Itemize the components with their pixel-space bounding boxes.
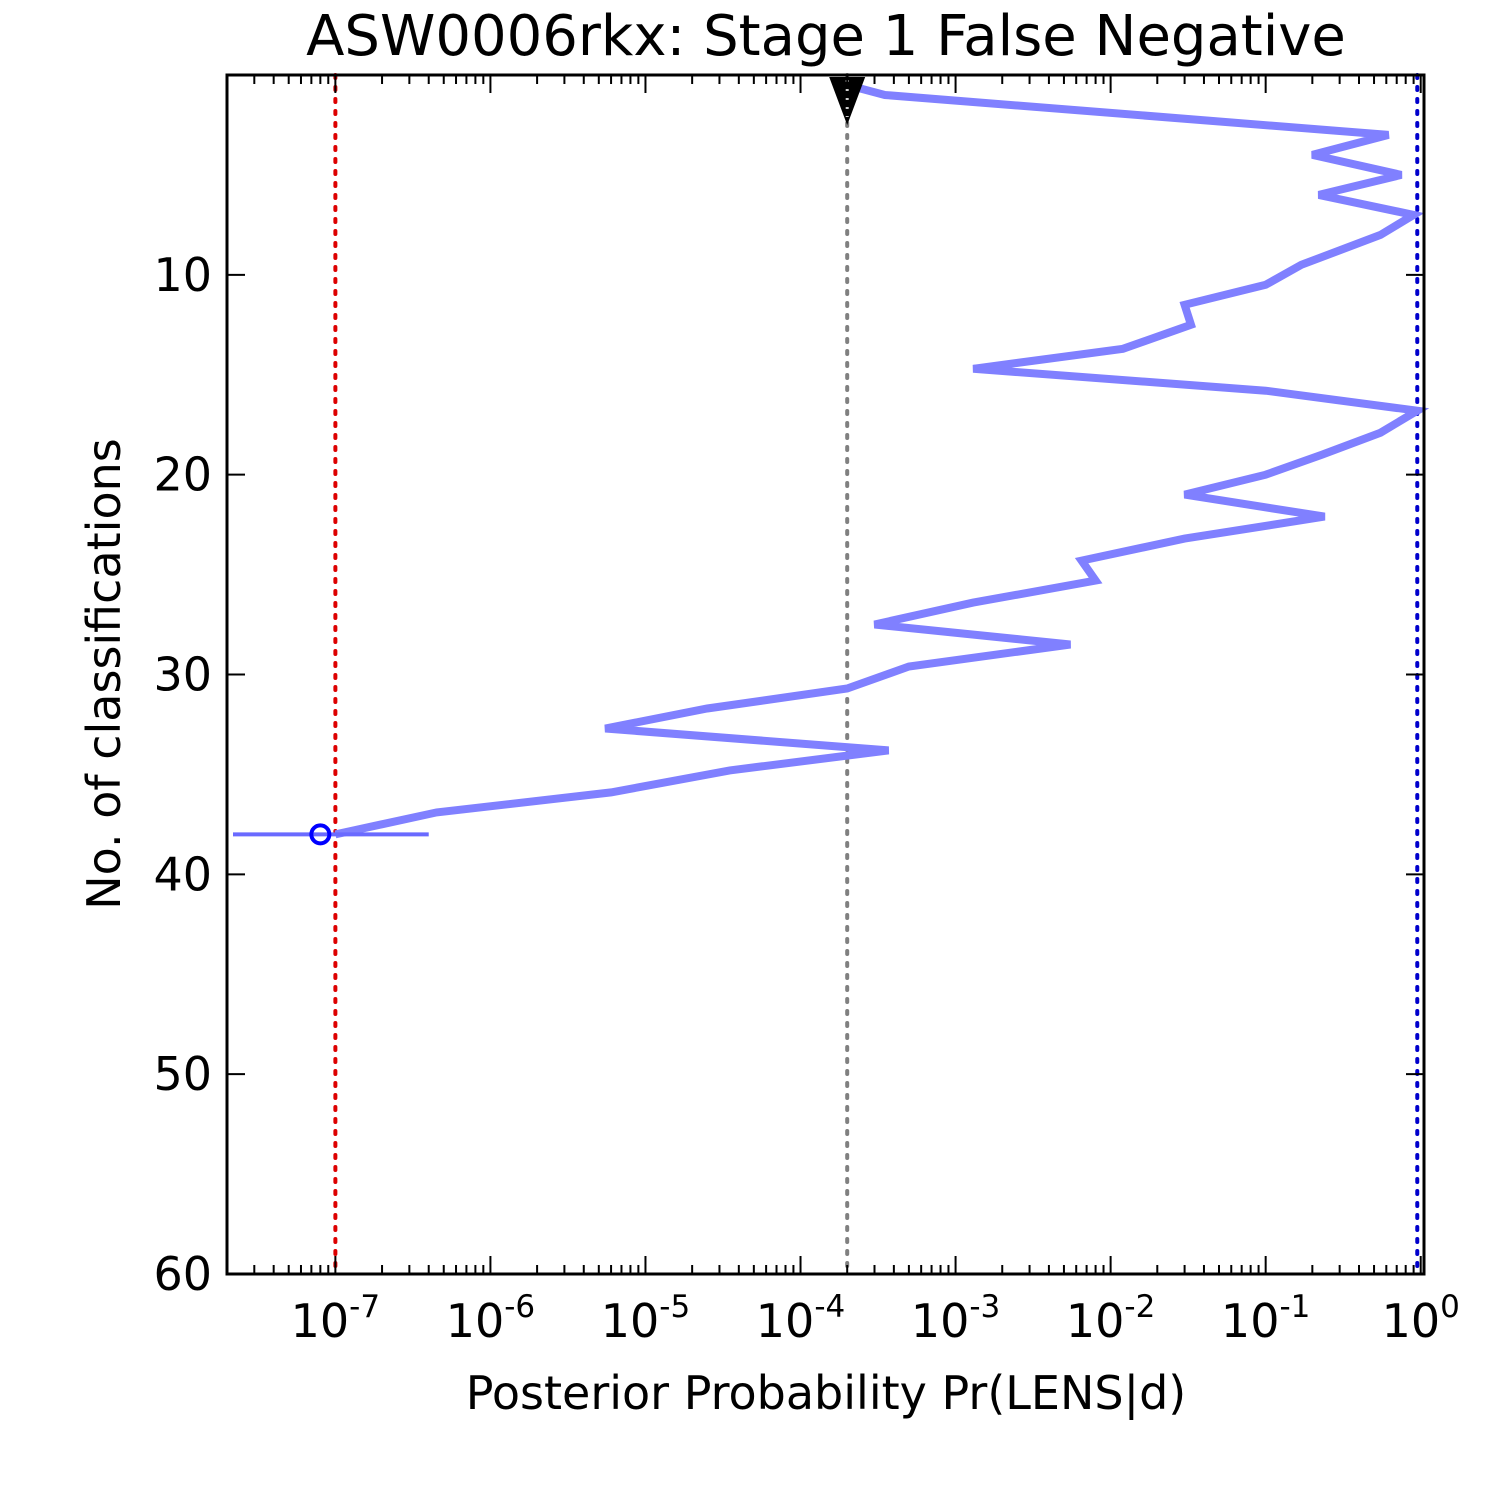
- chart-title: ASW0006rkx: Stage 1 False Negative: [306, 4, 1346, 69]
- y-tick-label: 40: [153, 847, 212, 901]
- ticks: 10-7 10-6 10-5 10-4 10-3 10-2 10-1 100 10 20 30 40 5…: [153, 75, 1460, 1348]
- y-tick-label: 60: [153, 1247, 212, 1301]
- y-tick-label: 30: [153, 648, 212, 702]
- x-tick-label: 10-7: [291, 1289, 380, 1348]
- markers: [233, 77, 866, 846]
- x-tick-label: 10-2: [1066, 1289, 1155, 1348]
- plot-frame: [225, 73, 1426, 1276]
- start-marker: [829, 77, 866, 125]
- final-point-marker: [309, 823, 332, 846]
- y-tick-label: 10: [153, 248, 212, 302]
- x-axis-label: Posterior Probability Pr(LENS|d): [466, 1366, 1186, 1421]
- y-axis-label: No. of classifications: [77, 438, 131, 909]
- y-tick-label: 20: [153, 448, 212, 502]
- x-tick-label: 100: [1382, 1289, 1460, 1348]
- x-tick-label: 10-5: [601, 1289, 690, 1348]
- x-tick-label: 10-3: [911, 1289, 1000, 1348]
- series-line-0: [334, 81, 1430, 839]
- y-tick-label: 50: [153, 1047, 212, 1101]
- x-tick-label: 10-1: [1221, 1289, 1310, 1348]
- x-tick-label: 10-6: [446, 1289, 535, 1348]
- x-tick-label: 10-4: [756, 1289, 845, 1348]
- series-layer: [334, 81, 1430, 839]
